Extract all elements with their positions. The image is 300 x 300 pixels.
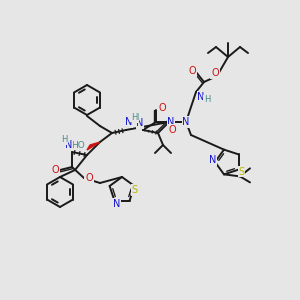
Text: N: N	[167, 117, 175, 127]
Text: N: N	[136, 118, 144, 128]
Text: O: O	[211, 68, 219, 78]
Text: HO: HO	[71, 140, 85, 149]
Polygon shape	[87, 142, 100, 150]
Text: N: N	[197, 92, 205, 102]
Text: H: H	[131, 112, 137, 122]
Text: H: H	[170, 125, 176, 134]
Text: S: S	[131, 185, 137, 195]
Text: H: H	[61, 136, 67, 145]
Text: O: O	[51, 165, 59, 175]
Text: N: N	[65, 140, 73, 150]
Text: N: N	[125, 117, 133, 127]
Text: S: S	[238, 167, 244, 177]
Text: O: O	[158, 103, 166, 113]
Text: O: O	[168, 125, 176, 135]
Text: H: H	[204, 95, 210, 104]
Text: O: O	[188, 66, 196, 76]
Text: N: N	[113, 199, 120, 208]
Text: H: H	[132, 113, 138, 122]
Text: N: N	[209, 155, 217, 165]
Text: O: O	[85, 173, 93, 183]
Text: N: N	[182, 117, 190, 127]
